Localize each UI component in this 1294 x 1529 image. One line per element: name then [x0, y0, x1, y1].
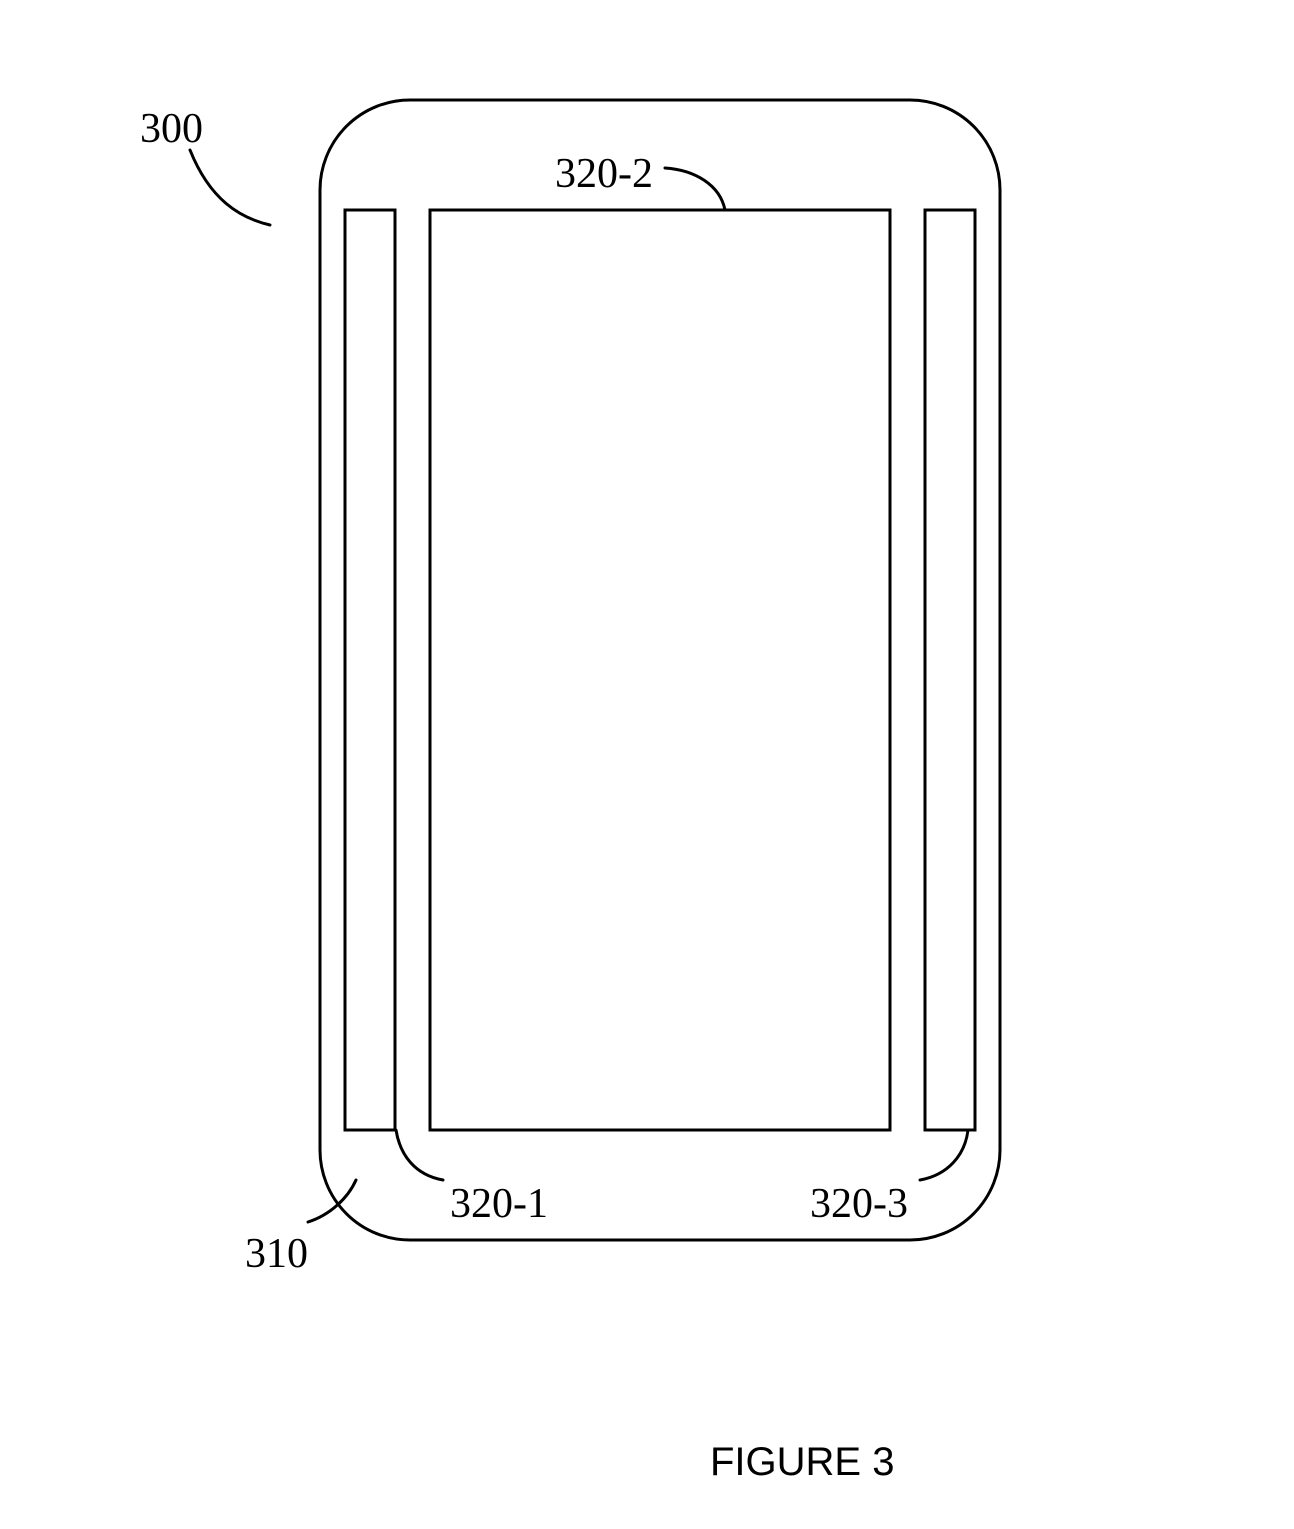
patent-diagram — [0, 0, 1294, 1529]
label-320-3: 320-3 — [810, 1180, 908, 1228]
figure-caption: FIGURE 3 — [710, 1440, 894, 1485]
label-320-2: 320-2 — [555, 150, 653, 198]
label-320-1: 320-1 — [450, 1180, 548, 1228]
label-310: 310 — [245, 1230, 308, 1278]
label-300: 300 — [140, 105, 203, 153]
